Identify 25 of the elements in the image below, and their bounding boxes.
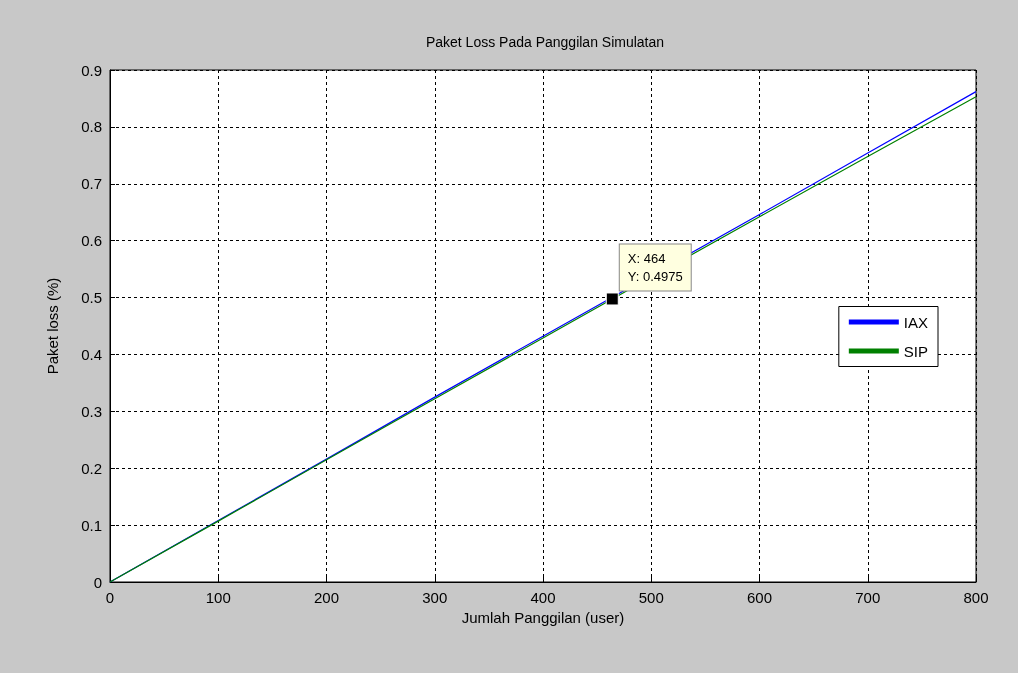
y-tick-label: 0.3	[81, 402, 102, 420]
y-tick-label: 0.8	[81, 118, 102, 136]
x-tick-label: 400	[530, 589, 556, 606]
annotation: X: 464 Y: 0.4975	[627, 250, 683, 284]
y-axis-title: Paket loss (%)	[44, 277, 61, 375]
y-tick-label: 0.6	[81, 232, 102, 250]
y-tick-label: 0.9	[81, 61, 102, 79]
legend-label: IAX	[903, 313, 929, 331]
y-tick-label: 0.5	[81, 289, 102, 307]
y-tick-label: 0	[93, 573, 102, 591]
x-tick-label: 0	[105, 589, 115, 606]
y-tick-label: 0.7	[81, 175, 102, 193]
y-tick-label: 0.2	[81, 459, 102, 477]
x-tick-label: 200	[313, 589, 340, 606]
chart-title: Paket Loss Pada Panggilan Simulatan	[425, 34, 665, 50]
x-tick-label: 100	[205, 589, 231, 606]
y-tick-label: 0.1	[81, 516, 102, 534]
x-tick-label: 300	[422, 589, 448, 606]
x-tick-label: 500	[638, 589, 664, 606]
x-axis-title: Jumlah Panggilan (user)	[461, 608, 625, 626]
x-tick-label: 700	[855, 589, 881, 606]
legend-label: SIP	[903, 342, 929, 360]
x-tick-label: 600	[746, 589, 773, 606]
x-tick-label: 800	[963, 589, 989, 606]
y-tick-label: 0.4	[81, 345, 102, 363]
